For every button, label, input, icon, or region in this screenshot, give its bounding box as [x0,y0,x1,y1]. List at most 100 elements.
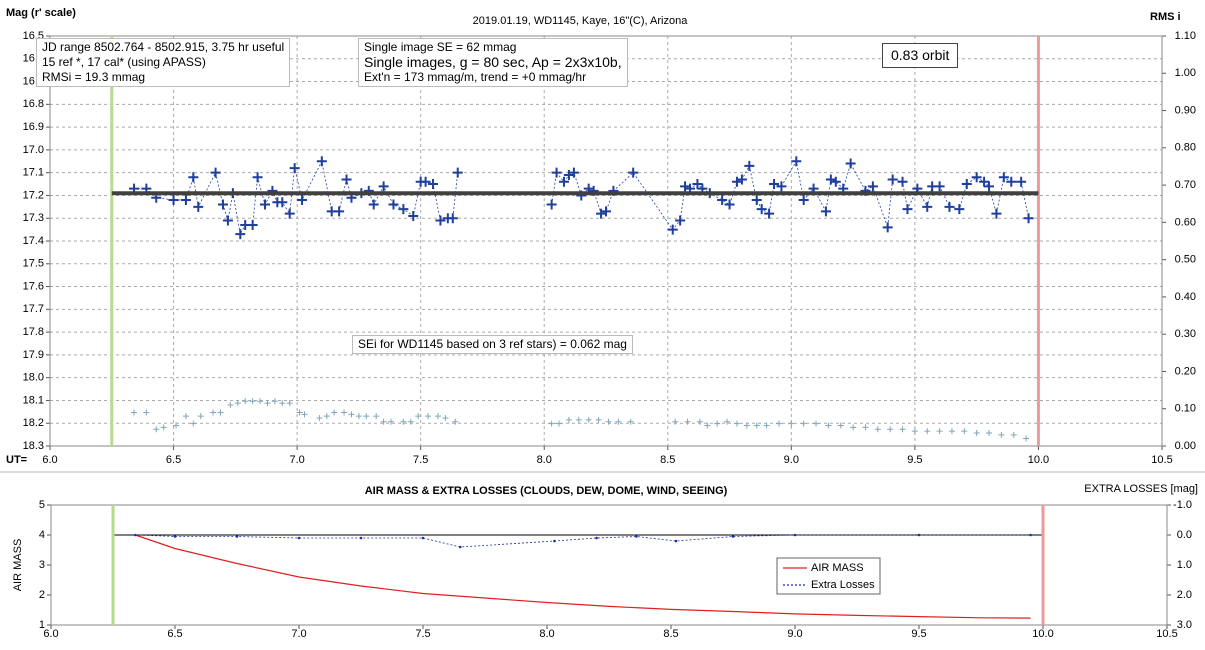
data-point [380,418,387,425]
data-point [820,206,831,217]
x-tick-label: 8.5 [660,454,675,466]
data-point [733,420,740,427]
x-tick-label: 8.5 [663,628,678,640]
data-point [556,420,563,427]
y-tick-label: 17.3 [23,212,44,224]
data-point [368,199,379,210]
data-point [563,169,574,180]
data-point [197,413,204,420]
data-point [193,201,204,212]
plot-frame [50,504,1168,626]
y2-tick-label: 0.0 [1177,529,1192,541]
x-tick-label: 6.0 [42,454,57,466]
y-tick-label: 17.5 [23,258,44,270]
data-point [558,176,569,187]
data-point [936,428,943,435]
data-point [605,418,612,425]
data-point [277,197,288,208]
data-point [595,416,602,423]
data-point [447,213,458,224]
data-point [188,172,199,183]
data-point [917,533,921,537]
data-point [692,179,703,190]
data-point [736,174,747,185]
y-tick-label: 18.2 [23,417,44,429]
annotation-text: JD range 8502.764 - 8502.915, 3.75 hr us… [42,40,285,54]
data-point [961,428,968,435]
chart-title: 2019.01.19, WD1145, Kaye, 16"(C), Arizon… [473,15,689,27]
data-point [264,400,271,407]
annotation-text: Single images, g = 80 sec, Ap = 2x3x10b, [364,54,622,70]
data-point [813,420,820,427]
data-point [934,181,945,192]
annotation-box: JD range 8502.764 - 8502.915, 3.75 hr us… [36,38,291,87]
data-point [173,422,180,429]
x-tick-label: 9.0 [787,628,802,640]
series-line [135,534,1031,619]
data-point [400,418,407,425]
data-point [316,415,323,422]
y-tick-label: 17.4 [23,235,44,247]
data-point [297,195,308,205]
data-point [764,208,775,219]
data-point [887,174,898,185]
data-point [160,424,167,431]
data-point [348,411,355,418]
legend-label: AIR MASS [811,562,864,574]
data-point [887,426,894,433]
annotation-box: SEi for WD1145 based on 3 ref stars) = 0… [352,335,633,354]
y-tick-label: 18.3 [23,440,44,452]
data-point [553,539,556,543]
y-tick-label: 17.7 [23,303,44,315]
data-point [546,199,557,210]
y2-tick-label: 2.0 [1177,589,1192,601]
x-tick-label: 7.0 [289,454,304,466]
y2-tick-label: 0.70 [1175,179,1196,191]
data-point [776,181,787,192]
data-point [279,400,286,407]
data-point [407,418,414,425]
data-point [724,418,731,425]
data-point [378,181,389,192]
data-point [850,424,857,431]
data-point [565,416,572,423]
data-point [743,422,750,429]
data-point [717,195,728,205]
data-point [143,409,150,416]
y-axis-label: AIR MASS [12,539,24,592]
data-point [247,220,258,231]
data-point [984,181,995,192]
data-point [408,210,419,221]
x-tick-label: 8.0 [539,628,554,640]
data-point [442,415,449,422]
annotation-text: Ext'n = 173 mmag/m, trend = +0 mmag/hr [364,70,587,84]
x-axis-label: UT= [6,454,27,466]
y-tick-label: 17.8 [23,326,44,338]
data-point [217,409,224,416]
x-tick-label: 9.5 [911,628,926,640]
data-point [696,418,703,425]
data-point [897,176,908,187]
data-point [825,174,836,185]
data-point [837,422,844,429]
data-point [210,409,217,416]
data-point [948,428,955,435]
y-tick-label: 2 [39,589,45,601]
data-point [373,413,380,420]
data-point [331,409,338,416]
y2-tick-label: 0.60 [1175,216,1196,228]
data-point [235,535,239,538]
data-point [628,167,639,178]
data-point [435,215,446,226]
y-tick-label: 3 [39,559,45,571]
data-point [257,398,264,405]
data-point [672,418,679,425]
x-tick-label: 9.0 [784,454,799,466]
y2-tick-label: 1.00 [1175,67,1196,79]
data-point [680,181,691,192]
y-tick-label: 17.0 [23,144,44,156]
data-point [788,420,795,427]
data-point [825,422,832,429]
data-point [1006,176,1017,187]
data-point [323,413,330,420]
